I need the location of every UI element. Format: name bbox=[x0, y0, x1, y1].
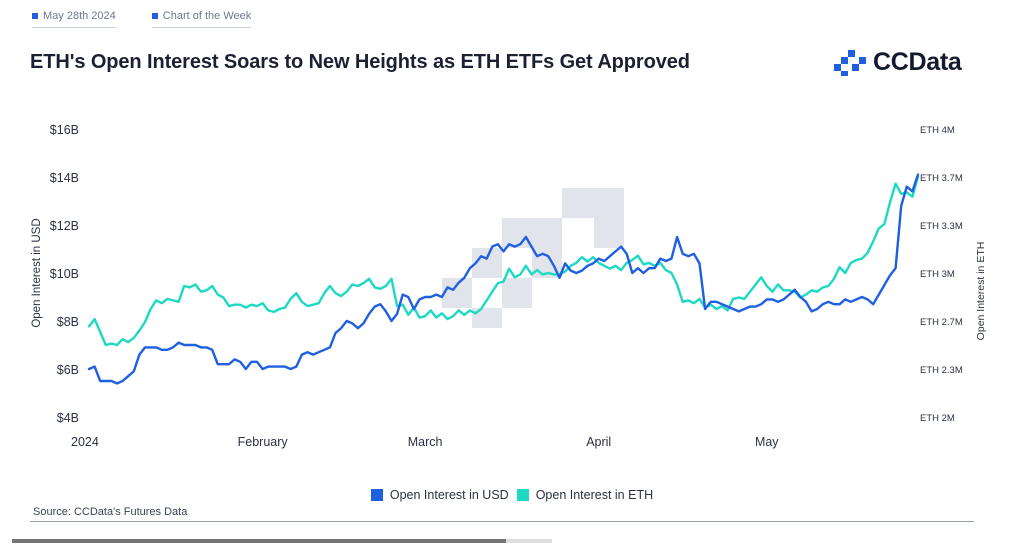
date-text: May 28th 2024 bbox=[43, 10, 116, 22]
y2-tick-label: ETH 3M bbox=[920, 269, 955, 280]
brand-logo: CCData bbox=[834, 48, 962, 77]
y-tick-label: $4B bbox=[57, 411, 79, 425]
legend-item-usd: Open Interest in USD bbox=[370, 488, 509, 502]
watermark-block bbox=[594, 218, 624, 248]
legend-swatch-usd bbox=[370, 489, 383, 501]
watermark-block bbox=[442, 278, 472, 308]
x-tick-label: 2024 bbox=[71, 435, 99, 449]
watermark-block bbox=[502, 278, 532, 308]
legend-label-usd: Open Interest in USD bbox=[389, 488, 509, 502]
y2-tick-label: ETH 2.3M bbox=[920, 365, 963, 376]
y2-tick-label: ETH 3.3M bbox=[920, 221, 963, 232]
watermark-block bbox=[562, 188, 624, 218]
category-label: Chart of the Week bbox=[151, 10, 252, 28]
y2-tick-label: ETH 2.7M bbox=[920, 317, 963, 328]
category-text: Chart of the Week bbox=[162, 10, 252, 22]
series-line-eth bbox=[87, 175, 920, 347]
chart-area: $4B $6B $8B $10B $12B $14B $16B ETH 2M ETH 2.3M E… bbox=[31, 123, 987, 449]
series-line-usd bbox=[87, 173, 920, 385]
square-icon bbox=[151, 13, 158, 19]
y2-tick-label: ETH 3.7M bbox=[920, 173, 963, 184]
legend-item-eth: Open Interest in ETH bbox=[516, 488, 654, 502]
source-note: Source: CCData's Futures Data bbox=[33, 506, 188, 518]
date-label: May 28th 2024 bbox=[32, 10, 116, 28]
legend-swatch-eth bbox=[516, 489, 529, 501]
scrollbar-thumb[interactable] bbox=[12, 539, 506, 543]
y2-tick-label: ETH 4M bbox=[920, 125, 955, 136]
y2-tick-label: ETH 2M bbox=[920, 413, 955, 424]
y2-axis-title: Open Interest in ETH bbox=[975, 242, 987, 341]
footer-divider bbox=[30, 521, 974, 522]
y-tick-label: $16B bbox=[50, 123, 79, 137]
ccdata-logo-icon bbox=[834, 49, 866, 76]
x-tick-label: May bbox=[755, 435, 779, 449]
y-tick-label: $14B bbox=[50, 171, 79, 185]
watermark-block bbox=[472, 308, 502, 328]
brand-name: CCData bbox=[873, 48, 962, 76]
y-tick-label: $6B bbox=[57, 363, 79, 377]
header-meta: May 28th 2024 Chart of the Week bbox=[32, 10, 252, 28]
legend-label-eth: Open Interest in ETH bbox=[535, 488, 654, 502]
y-tick-label: $12B bbox=[50, 219, 79, 233]
x-tick-label: March bbox=[408, 435, 443, 449]
horizontal-scrollbar[interactable] bbox=[12, 539, 552, 543]
y-axis-title: Open Interest in USD bbox=[31, 218, 43, 327]
y-tick-label: $8B bbox=[57, 315, 79, 329]
legend: Open Interest in USD Open Interest in ET… bbox=[0, 488, 1024, 502]
y-tick-label: $10B bbox=[50, 267, 79, 281]
x-tick-label: February bbox=[238, 435, 289, 449]
chart-title: ETH's Open Interest Soars to New Heights… bbox=[30, 51, 690, 73]
x-tick-label: April bbox=[586, 435, 611, 449]
square-icon bbox=[32, 13, 38, 19]
watermark-block bbox=[502, 218, 562, 248]
